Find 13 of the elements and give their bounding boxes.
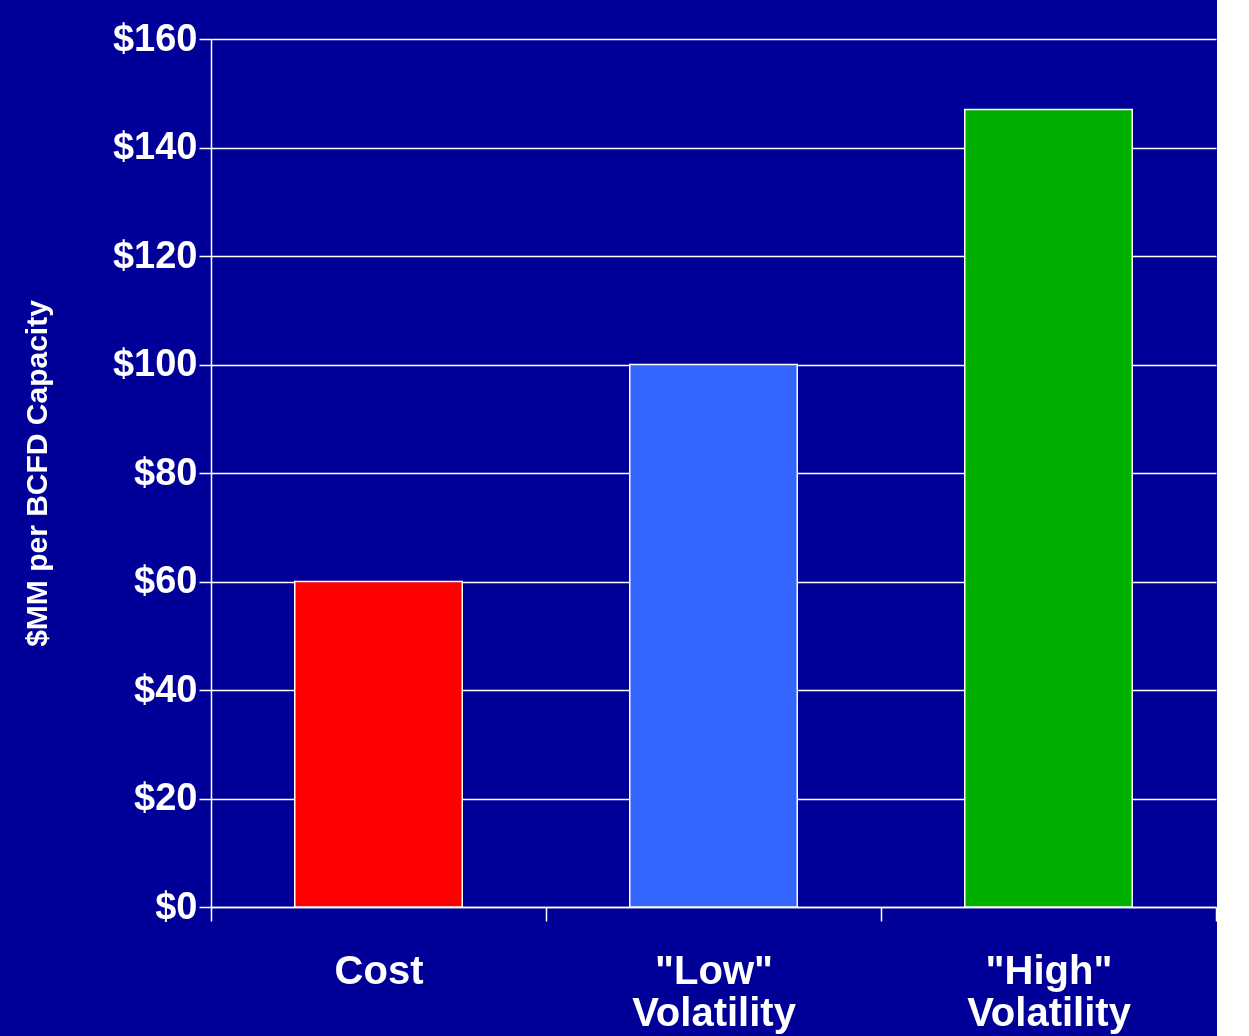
x-tick-label: "Low" Volatility — [632, 947, 797, 1034]
x-tick-label: "High" Volatility — [967, 947, 1132, 1034]
y-tick-label: $60 — [134, 559, 198, 601]
y-tick-label: $20 — [134, 776, 198, 818]
y-tick-label: $120 — [112, 233, 198, 276]
y-tick-label: $140 — [112, 125, 198, 167]
x-tick-label: Cost — [334, 947, 424, 992]
y-tick-label: $160 — [112, 16, 198, 59]
y-axis-title: $MM per BCFD Capacity — [19, 299, 53, 647]
y-tick-label: $40 — [134, 667, 198, 710]
y-tick-label: $80 — [134, 450, 198, 493]
y-tick-label: $100 — [112, 342, 198, 384]
y-tick-label: $0 — [155, 884, 198, 927]
